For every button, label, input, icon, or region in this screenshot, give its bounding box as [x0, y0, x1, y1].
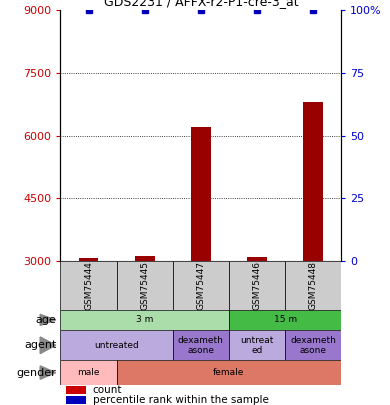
- Text: agent: agent: [24, 340, 57, 350]
- Text: female: female: [213, 368, 245, 377]
- Text: 15 m: 15 m: [273, 315, 297, 324]
- Bar: [79, 258, 98, 261]
- Bar: [229, 330, 285, 360]
- Text: untreat
ed: untreat ed: [240, 336, 274, 355]
- Bar: [285, 261, 341, 310]
- Text: count: count: [93, 385, 122, 395]
- Polygon shape: [40, 314, 56, 326]
- Bar: [285, 330, 341, 360]
- Bar: [60, 330, 173, 360]
- Title: GDS2231 / AFFX-r2-P1-cre-3_at: GDS2231 / AFFX-r2-P1-cre-3_at: [103, 0, 298, 8]
- Bar: [135, 256, 154, 261]
- Bar: [173, 330, 229, 360]
- Text: GSM75447: GSM75447: [196, 261, 206, 310]
- Text: percentile rank within the sample: percentile rank within the sample: [93, 395, 269, 405]
- Bar: [60, 360, 117, 385]
- Bar: [117, 360, 341, 385]
- Text: GSM75448: GSM75448: [308, 261, 318, 310]
- Bar: [191, 127, 211, 261]
- Bar: [229, 261, 285, 310]
- Text: male: male: [77, 368, 100, 377]
- Polygon shape: [40, 366, 56, 379]
- Text: gender: gender: [17, 368, 57, 377]
- Text: GSM75445: GSM75445: [140, 261, 149, 310]
- Bar: [173, 261, 229, 310]
- Text: dexameth
asone: dexameth asone: [290, 336, 336, 355]
- Bar: [60, 310, 229, 330]
- Text: 3 m: 3 m: [136, 315, 153, 324]
- Text: GSM75444: GSM75444: [84, 261, 93, 310]
- Bar: [229, 310, 341, 330]
- Bar: [60, 261, 117, 310]
- Bar: [117, 261, 173, 310]
- Text: GSM75446: GSM75446: [252, 261, 262, 310]
- Bar: [66, 396, 86, 403]
- Text: dexameth
asone: dexameth asone: [178, 336, 224, 355]
- Text: age: age: [35, 315, 57, 325]
- Bar: [66, 386, 86, 394]
- Bar: [303, 102, 323, 261]
- Text: untreated: untreated: [94, 341, 139, 350]
- Bar: [247, 257, 267, 261]
- Polygon shape: [40, 337, 56, 354]
